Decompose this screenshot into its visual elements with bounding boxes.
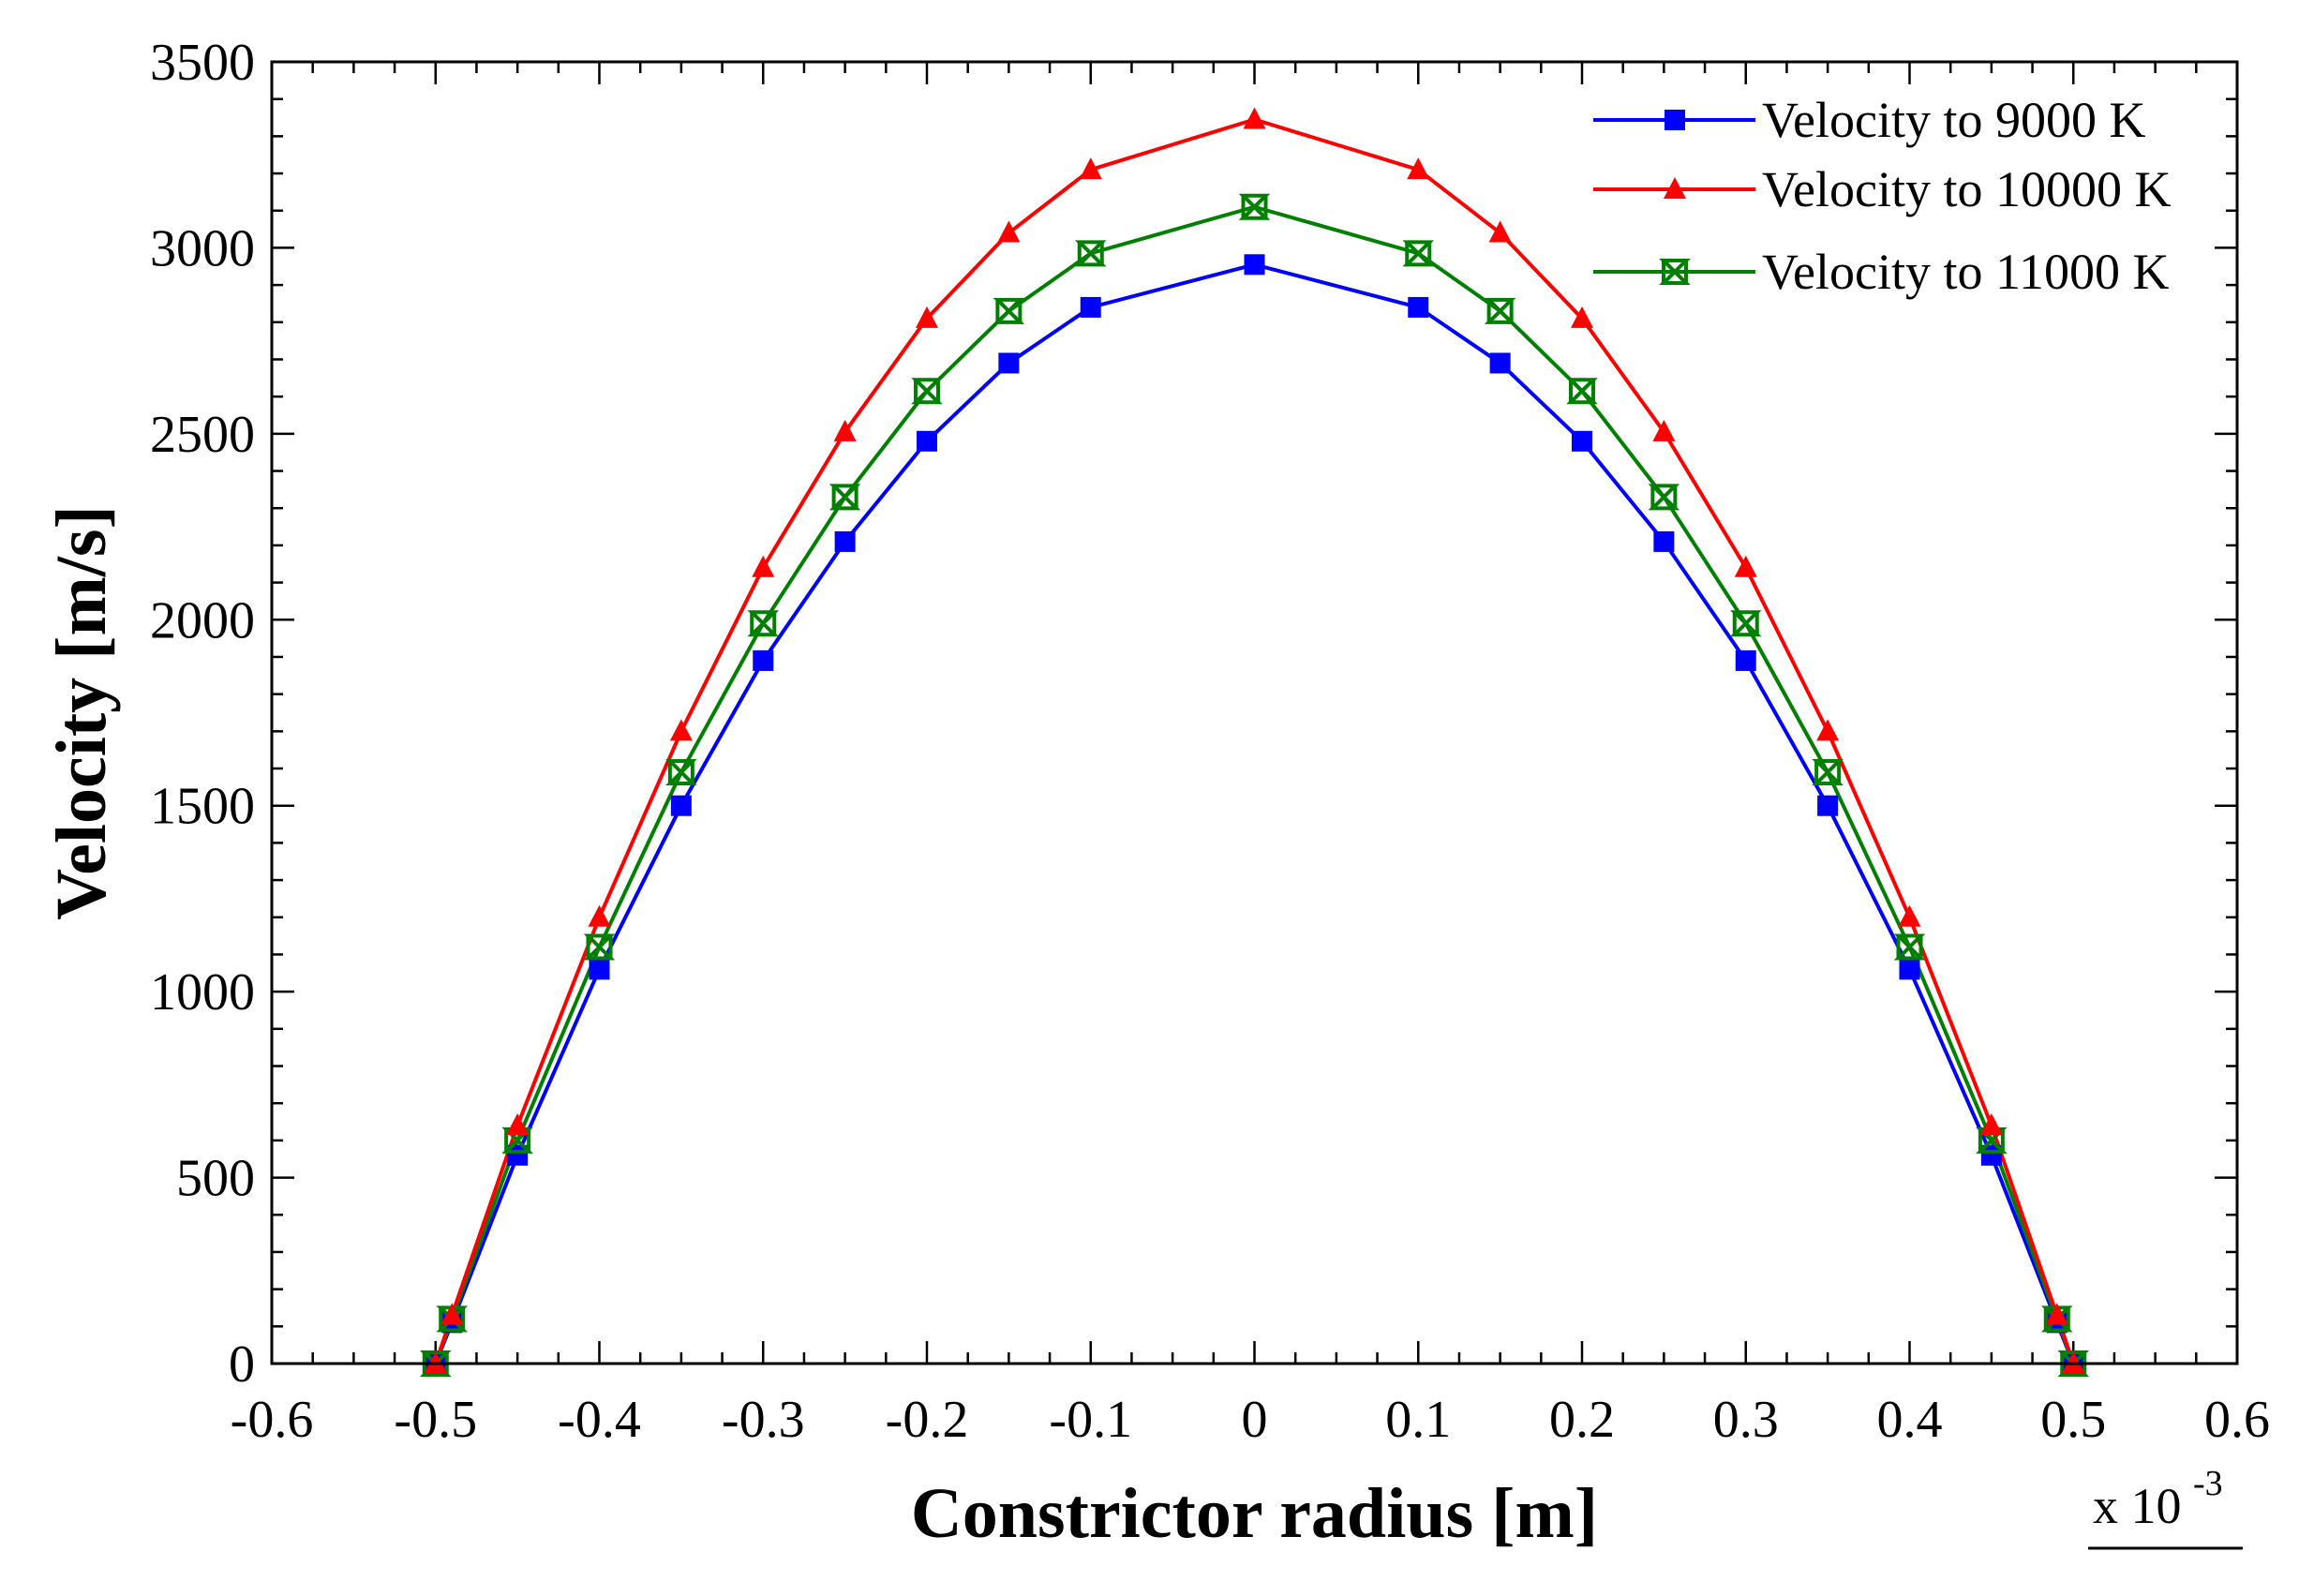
data-point [1408,296,1429,318]
series-markers [419,107,2090,1377]
data-point [998,352,1020,374]
data-point [834,530,856,552]
x-tick-label: -0.5 [394,1391,477,1449]
data-point [1817,795,1839,816]
data-point [917,430,937,452]
data-point [1898,904,1921,927]
data-point [997,220,1021,243]
data-point [1979,1113,2003,1136]
data-point [670,795,692,816]
data-point [1238,193,1271,220]
legend-label: Velocity to 9000 K [1762,92,2145,148]
data-point [1489,352,1511,374]
x-tick-label: -0.4 [558,1391,641,1449]
data-point [1734,555,1757,577]
data-point [1899,959,1920,980]
data-point [1648,484,1680,511]
x-axis-title: Constrictor radius [m] [911,1474,1598,1553]
data-point [1735,649,1756,671]
data-point [753,649,774,671]
legend-swatch-marker [1664,177,1686,199]
y-tick-label: 2500 [150,406,255,464]
data-point [669,719,693,741]
series-line-2 [433,117,2076,1365]
data-point [1484,297,1516,324]
data-point [506,1113,530,1136]
y-tick-label: 3000 [150,219,255,277]
data-point [916,306,938,328]
y-tick-label: 1500 [150,778,255,836]
y-tick-label: 0 [229,1335,255,1394]
data-point [1729,610,1762,637]
data-point [589,959,610,980]
data-point [1571,306,1593,328]
data-point [583,933,616,961]
data-point [2045,1303,2068,1325]
data-point [1074,240,1107,267]
legend-label: Velocity to 10000 K [1762,161,2171,217]
x-tick-label: 0.5 [2040,1391,2106,1449]
y-axis-title: Velocity [m/s] [42,505,121,920]
data-point [911,378,943,405]
data-point [1244,254,1265,276]
data-point [1816,719,1840,741]
data-point [1566,378,1598,405]
data-point [588,904,611,927]
series-markers-1 [425,254,2084,1374]
data-point [752,555,775,577]
data-point [1243,107,1266,129]
y-tick-labels: 0 500 1000 1500 2000 2500 3000 3500 [150,34,255,1394]
x-tick-label: -0.1 [1049,1391,1132,1449]
x-tick-label: 0.3 [1713,1391,1779,1449]
y-tick-label: 500 [176,1150,255,1208]
y-tick-label: 1000 [150,963,255,1022]
data-point [665,758,697,785]
data-point [1488,220,1512,243]
data-point [833,419,857,441]
x-tick-label: 0.4 [1877,1391,1943,1449]
data-point [1402,240,1435,267]
legend-item-2: Velocity to 10000 K [1593,161,2171,217]
series-markers-2 [424,107,2085,1373]
x-tick-label: 0.2 [1549,1391,1615,1449]
data-point [993,297,1025,324]
data-point [440,1303,464,1325]
plot-frame [270,60,2239,1365]
axis-ticks [270,60,2239,1365]
x-tick-label: -0.6 [231,1391,314,1449]
x-tick-label: 0.1 [1385,1391,1451,1449]
legend-item-3: Velocity to 11000 K [1593,244,2169,300]
data-point [747,610,780,637]
x-tick-label: 0.6 [2204,1391,2270,1449]
data-point [1893,933,1926,961]
legend-swatch-marker [1665,110,1685,130]
data-point [1079,157,1102,180]
legend-item-1: Velocity to 9000 K [1593,92,2145,148]
x-multiplier-exponent: -3 [2193,1464,2223,1503]
legend-label: Velocity to 11000 K [1762,244,2169,300]
x-multiplier-base: x 10 [2093,1478,2182,1534]
x-tick-label: 0 [1242,1391,1268,1449]
y-tick-label: 2000 [150,591,255,649]
series-markers-3 [419,193,2090,1377]
data-point [1407,157,1430,180]
series-lines [433,117,2076,1365]
data-point [1080,296,1101,318]
data-point [829,484,861,511]
legend: Velocity to 9000 K Velocity to 10000 K Vel… [1593,92,2171,300]
data-point [1812,758,1844,785]
data-point [1572,430,1592,452]
x-multiplier: x 10 -3 [2088,1464,2243,1550]
data-point [1652,419,1676,441]
x-tick-label: -0.2 [886,1391,969,1449]
y-tick-label: 3500 [150,34,255,92]
data-point [1653,530,1675,552]
x-tick-label: -0.3 [722,1391,805,1449]
x-tick-labels: -0.6 -0.5 -0.4 -0.3 -0.2 -0.1 0 0.1 0.2 0.3 0.4 0.5… [231,1391,2270,1449]
